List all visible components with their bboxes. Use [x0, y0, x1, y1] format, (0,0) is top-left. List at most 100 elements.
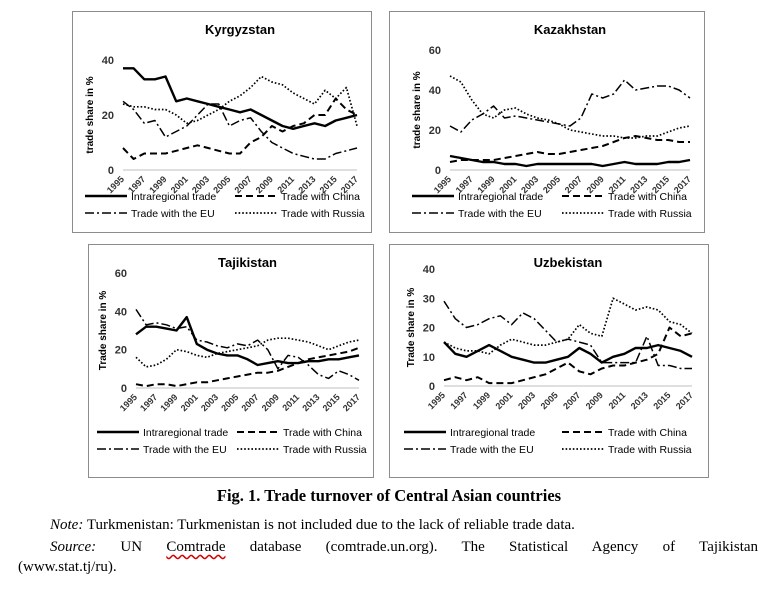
y-tick-label: 0 — [108, 165, 114, 177]
series-line-intraregional-trade — [123, 67, 358, 131]
x-tick-label: 2013 — [629, 390, 650, 411]
chart-uzbekistan: Uzbekistan 0 10 20 30 40 Trade share in % 1995 1… — [389, 244, 709, 478]
x-tick-label: 2007 — [232, 174, 253, 195]
series-line-intraregional-trade — [449, 154, 691, 168]
legend-label: Trade with Russia — [608, 444, 692, 456]
y-tick-label: 30 — [423, 293, 435, 305]
legend-label: Trade with Russia — [608, 208, 692, 220]
figure-source: Source: UN Comtrade database (comtrade.u… — [50, 537, 758, 557]
x-tick-label: 1995 — [118, 392, 139, 413]
series-line-trade-with-russia — [449, 75, 691, 139]
chart-kazakhstan: Kazakhstan 0 20 40 60 trade share in % 1995 199… — [389, 11, 705, 233]
x-tick-label: 2005 — [539, 390, 560, 411]
figure-source-continued: (www.stat.tj/ru). — [18, 559, 117, 575]
x-tick-label: 1995 — [432, 174, 453, 195]
y-tick-label: 40 — [102, 55, 114, 67]
y-axis-label: trade share in % — [412, 71, 423, 148]
y-tick-label: 0 — [429, 381, 435, 393]
series-line-trade-with-the-eu — [122, 100, 358, 160]
series-line-trade-with-the-eu — [443, 300, 692, 370]
series-line-trade-with-china — [122, 97, 358, 160]
legend-label: Trade with Russia — [281, 208, 365, 220]
series-line-intraregional-trade — [443, 341, 693, 364]
y-tick-label: 20 — [115, 345, 127, 357]
series-line-trade-with-the-eu — [135, 308, 360, 381]
y-axis-label: Trade share in % — [406, 288, 417, 368]
y-tick-label: 20 — [423, 323, 435, 335]
figure-caption: Fig. 1. Trade turnover of Central Asian … — [216, 486, 562, 505]
chart-kyrgyzstan: Kyrgyzstan 0 20 40 trade share in % 1995 1997 1… — [72, 11, 372, 233]
y-axis-label: trade share in % — [85, 76, 96, 153]
legend-label: Trade with the EU — [131, 208, 215, 220]
source-label: Source: — [50, 539, 97, 555]
chart-tajikistan: Tajikistan 0 20 40 60 Trade share in % 1995 199… — [88, 244, 374, 478]
legend-label: Intraregional trade — [458, 191, 543, 203]
legend-label: Trade with Russia — [283, 444, 367, 456]
y-tick-label: 0 — [435, 165, 441, 177]
chart-title: Tajikistan — [218, 255, 277, 270]
note-text: Turkmenistan: Turkmenistan is not includ… — [86, 517, 575, 533]
legend-label: Trade with the EU — [458, 208, 542, 220]
series-line-trade-with-russia — [135, 337, 360, 368]
legend-label: Trade with the EU — [143, 444, 227, 456]
x-tick-label: 2007 — [239, 392, 260, 413]
x-tick-label: 1999 — [471, 390, 492, 411]
series-line-trade-with-china — [135, 346, 360, 388]
x-tick-label: 2001 — [179, 392, 200, 413]
source-word: Comtrade — [166, 539, 226, 555]
legend-label: Intraregional trade — [131, 191, 216, 203]
x-tick-label: 2017 — [341, 392, 362, 413]
y-tick-label: 60 — [115, 268, 127, 280]
x-tick-label: 1997 — [448, 390, 469, 411]
x-tick-label: 2009 — [585, 174, 606, 195]
chart-title: Kyrgyzstan — [205, 22, 275, 37]
legend-label: Intraregional trade — [450, 427, 535, 439]
legend-label: Trade with China — [608, 427, 687, 439]
source-pre: UN — [120, 539, 143, 555]
y-tick-label: 10 — [423, 352, 435, 364]
legend-label: Trade with China — [608, 191, 687, 203]
legend-label: Trade with China — [283, 427, 362, 439]
x-tick-label: 2001 — [493, 390, 514, 411]
note-label: Note: — [50, 517, 84, 533]
x-tick-label: 2003 — [516, 390, 537, 411]
chart-title: Kazakhstan — [534, 22, 606, 37]
x-tick-label: 2005 — [219, 392, 240, 413]
x-tick-label: 2005 — [541, 174, 562, 195]
x-tick-label: 2007 — [561, 390, 582, 411]
x-tick-label: 2011 — [607, 390, 628, 411]
x-tick-label: 2009 — [584, 390, 605, 411]
x-tick-label: 2003 — [199, 392, 220, 413]
x-tick-label: 1999 — [158, 392, 179, 413]
x-tick-label: 1995 — [105, 174, 126, 195]
y-tick-label: 60 — [429, 45, 441, 57]
y-tick-label: 40 — [115, 306, 127, 318]
y-tick-label: 20 — [102, 110, 114, 122]
x-tick-label: 2009 — [254, 174, 275, 195]
x-tick-label: 2015 — [651, 390, 672, 411]
chart-title: Uzbekistan — [534, 255, 603, 270]
x-tick-label: 2011 — [280, 392, 301, 413]
y-tick-label: 20 — [429, 125, 441, 137]
legend-label: Intraregional trade — [143, 427, 228, 439]
series-line-trade-with-china — [449, 135, 690, 163]
y-tick-label: 0 — [121, 383, 127, 395]
x-tick-label: 2007 — [563, 174, 584, 195]
x-tick-label: 1995 — [426, 390, 447, 411]
series-line-trade-with-russia — [443, 297, 693, 355]
y-tick-label: 40 — [429, 85, 441, 97]
legend-label: Trade with the EU — [450, 444, 534, 456]
figure-note: Note: Turkmenistan: Turkmenistan is not … — [50, 515, 575, 535]
x-tick-label: 2009 — [260, 392, 281, 413]
x-tick-label: 2015 — [321, 392, 342, 413]
source-post: database (comtrade.un.org). The Statisti… — [249, 539, 759, 555]
y-axis-label: Trade share in % — [98, 291, 109, 371]
series-line-trade-with-russia — [122, 75, 358, 127]
x-tick-label: 1997 — [138, 392, 159, 413]
x-tick-label: 2017 — [674, 390, 695, 411]
series-line-trade-with-the-eu — [449, 79, 691, 133]
